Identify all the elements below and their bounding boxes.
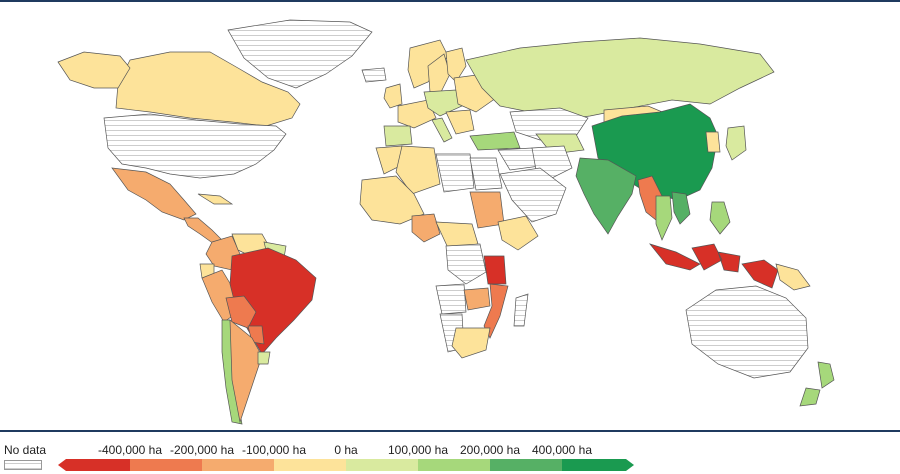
legend-label-neg-400k: -400,000 ha (97, 443, 163, 457)
legend-bin-4 (274, 459, 346, 471)
world-map (57, 19, 835, 425)
legend-label-zero: 0 ha (334, 443, 358, 457)
legend-bin-8 (562, 459, 626, 471)
region-central-africa[interactable] (435, 221, 479, 249)
region-zambia[interactable] (463, 287, 491, 311)
legend-bin-2 (130, 459, 202, 471)
region-ethiopia[interactable] (497, 215, 539, 251)
region-arabia[interactable] (499, 167, 567, 223)
legend-label-200k: 200,000 ha (459, 443, 521, 457)
region-angola[interactable] (435, 283, 467, 315)
region-libya[interactable] (435, 153, 475, 193)
region-turkey[interactable] (469, 131, 521, 151)
region-indonesia[interactable] (649, 243, 779, 289)
bottom-rule (0, 430, 900, 432)
legend-label-neg-100k: -100,000 ha (241, 443, 307, 457)
region-thailand[interactable] (655, 195, 673, 241)
region-western-europe[interactable] (397, 99, 437, 129)
region-india[interactable] (575, 157, 637, 235)
region-united-kingdom[interactable] (383, 83, 403, 109)
region-canada[interactable] (115, 51, 301, 127)
region-united-states[interactable] (103, 113, 287, 179)
region-iceland[interactable] (361, 67, 387, 83)
region-norway[interactable] (407, 39, 449, 89)
region-cuba[interactable] (197, 193, 234, 205)
region-finland[interactable] (445, 47, 467, 83)
region-italy[interactable] (431, 117, 453, 143)
region-mozambique[interactable] (483, 283, 509, 339)
legend-label-100k: 100,000 ha (387, 443, 449, 457)
no-data-swatch (4, 460, 42, 470)
region-sweden[interactable] (427, 53, 451, 95)
region-new-zealand[interactable] (799, 361, 835, 407)
legend-label-neg-200k: -200,000 ha (169, 443, 235, 457)
region-central-america[interactable] (183, 217, 223, 245)
region-vietnam[interactable] (671, 191, 691, 225)
region-papua-new-guinea[interactable] (775, 263, 811, 291)
region-korea[interactable] (705, 131, 721, 153)
legend-label-400k: 400,000 ha (531, 443, 593, 457)
map-legend: No data -400,000 ha -200,000 ha -100,000… (0, 440, 900, 474)
legend-bin-1 (66, 459, 130, 471)
region-alaska[interactable] (57, 51, 131, 89)
region-balkans[interactable] (445, 109, 475, 135)
legend-color-bar (58, 459, 634, 471)
top-rule (0, 0, 900, 2)
region-argentina[interactable] (229, 319, 263, 424)
region-nigeria[interactable] (411, 213, 441, 243)
region-south-africa[interactable] (451, 327, 491, 359)
region-uruguay[interactable] (257, 351, 271, 365)
region-spain[interactable] (383, 125, 413, 147)
region-bolivia[interactable] (225, 295, 257, 329)
region-greenland[interactable] (227, 19, 373, 89)
region-philippines[interactable] (709, 201, 731, 235)
legend-bin-7 (490, 459, 562, 471)
region-egypt[interactable] (469, 157, 503, 191)
legend-arrow-right (626, 459, 634, 471)
region-dr-congo[interactable] (445, 243, 487, 285)
legend-arrow-left (58, 459, 66, 471)
legend-bin-5 (346, 459, 418, 471)
region-madagascar[interactable] (513, 293, 529, 327)
legend-bin-6 (418, 459, 490, 471)
region-japan[interactable] (725, 125, 747, 161)
legend-bin-3 (202, 459, 274, 471)
region-central-europe[interactable] (423, 89, 463, 117)
region-tanzania[interactable] (483, 255, 507, 285)
region-mexico[interactable] (111, 167, 197, 221)
region-algeria[interactable] (395, 145, 441, 195)
region-russia[interactable] (465, 37, 775, 121)
no-data-label: No data (4, 443, 47, 457)
region-australia[interactable] (685, 285, 809, 379)
